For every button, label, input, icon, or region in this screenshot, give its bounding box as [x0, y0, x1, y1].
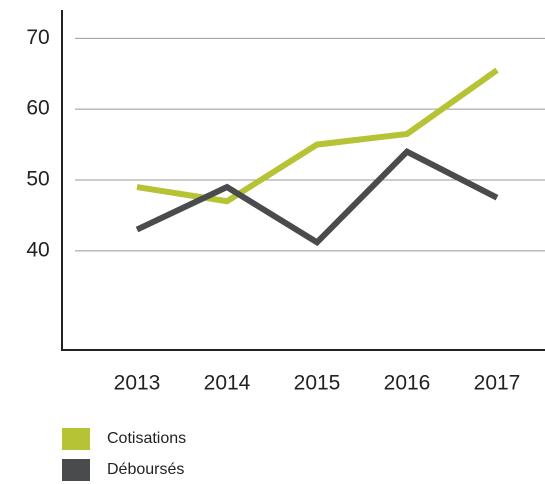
legend-label: Déboursés [107, 461, 184, 478]
y-tick-label: 40 [26, 238, 49, 261]
y-tick-label: 50 [26, 168, 49, 191]
x-tick-label: 2016 [384, 372, 431, 395]
x-tick-label: 2013 [114, 372, 161, 395]
y-tick-label: 60 [26, 97, 49, 120]
x-tick-label: 2014 [204, 372, 251, 395]
legend-swatch [62, 459, 90, 481]
series-line [136, 67, 499, 205]
legend-swatch [62, 428, 90, 450]
series-line [135, 147, 499, 247]
x-tick-label: 2017 [474, 372, 521, 395]
x-tick-label: 2015 [294, 372, 341, 395]
y-tick-label: 70 [26, 26, 49, 49]
legend-label: Cotisations [107, 430, 186, 447]
